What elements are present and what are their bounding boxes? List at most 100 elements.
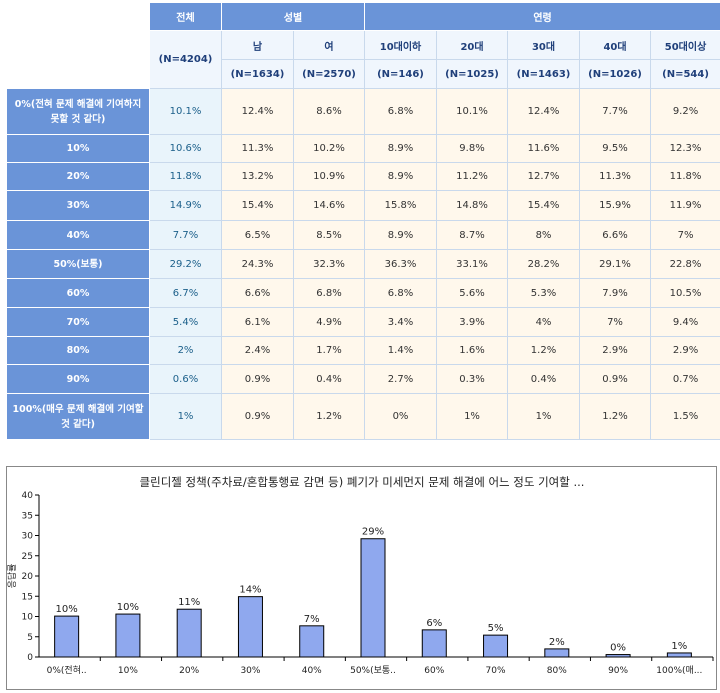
row-label: 50%(보통) [6,249,150,279]
subheader-age-50s: 50대이상 [649,30,720,60]
n-age-50s: (N=544) [649,59,720,89]
value-cell: 2.4% [221,336,294,365]
value-cell: 22.8% [649,249,720,279]
value-cell: 6.5% [221,220,294,250]
x-tick-label: 80% [547,666,567,676]
table-body: 0%(전혀 문제 해결에 기여하지 못할 것 같다) 10.1% 12.4% 8.6%… [6,88,720,440]
row-label: 60% [6,278,150,308]
bar [483,634,509,658]
bar [605,654,631,658]
value-cell: 32.3% [293,249,365,279]
value-cell: 5.3% [507,278,580,308]
value-cell: 10.5% [649,278,720,308]
y-tick-label: 40 [22,491,34,501]
total-cell: 0.6% [149,364,222,394]
value-cell: 36.3% [364,249,437,279]
value-cell: 1.4% [364,336,437,365]
value-cell: 14.6% [293,190,365,221]
bar [299,625,325,658]
value-cell: 6.8% [364,278,437,308]
row-label: 30% [6,190,150,221]
n-total: (N=4204) [149,30,222,89]
value-cell: 12.4% [507,88,580,135]
value-cell: 1.6% [436,336,508,365]
value-cell: 10.9% [293,162,365,191]
value-cell: 7.7% [579,88,651,135]
y-tick-label: 10 [22,613,34,623]
chart-title: 클린디젤 정책(주차료/혼합통행료 감면 등) 폐기가 미세먼지 문제 해결에 … [140,475,585,489]
table-row: 0%(전혀 문제 해결에 기여하지 못할 것 같다) 10.1% 12.4% 8.6%… [6,88,720,135]
x-tick-label: 50%(보통.. [350,665,396,676]
total-cell: 7.7% [149,220,222,250]
table-row: 80% 2% 2.4% 1.7% 1.4% 1.6% 1.2% 2.9% 2.9% [6,336,720,365]
subheader-female: 여 [293,30,365,60]
value-cell: 0.3% [436,364,508,394]
value-cell: 2.7% [364,364,437,394]
y-tick-label: 25 [22,552,33,562]
bar-data-label: 11% [178,597,200,608]
value-cell: 7.9% [579,278,651,308]
value-cell: 24.3% [221,249,294,279]
subheader-male: 남 [221,30,294,60]
value-cell: 4% [507,307,580,337]
value-cell: 8.6% [293,88,365,135]
value-cell: 7% [649,220,720,250]
value-cell: 15.4% [221,190,294,221]
table-row: 50%(보통) 29.2% 24.3% 32.3% 36.3% 33.1% 28.2% 29.… [6,249,720,279]
x-tick-label: 60% [424,666,444,676]
value-cell: 11.3% [579,162,651,191]
bar [666,652,692,658]
bar [360,538,386,658]
bar-data-label: 2% [549,637,565,648]
row-label: 40% [6,220,150,250]
table-row: 60% 6.7% 6.6% 6.8% 6.8% 5.6% 5.3% 7.9% 10.5% [6,278,720,308]
bar [237,596,263,658]
value-cell: 10.1% [436,88,508,135]
table-row: 30% 14.9% 15.4% 14.6% 15.8% 14.8% 15.4% 15.9% 11… [6,190,720,221]
y-tick-label: 5 [27,633,33,643]
value-cell: 7% [579,307,651,337]
row-label: 20% [6,162,150,191]
value-cell: 1.2% [293,393,365,440]
value-cell: 11.9% [649,190,720,221]
value-cell: 9.4% [649,307,720,337]
row-label: 100%(매우 문제 해결에 기여할 것 같다) [6,393,150,440]
x-tick-label: 90% [608,666,628,676]
x-tick-label: 20% [179,666,199,676]
value-cell: 15.4% [507,190,580,221]
table-row: 20% 11.8% 13.2% 10.9% 8.9% 11.2% 12.7% 11.3% 11.… [6,162,720,191]
total-cell: 29.2% [149,249,222,279]
subheader-age-40s: 40대 [579,30,651,60]
x-tick-label: 40% [302,666,322,676]
bar-data-label: 29% [362,527,384,538]
value-cell: 9.2% [649,88,720,135]
value-cell: 8.9% [364,134,437,163]
header-age: 연령 [363,2,720,31]
subheader-age-10s: 10대이하 [364,30,437,60]
value-cell: 0.4% [507,364,580,394]
bar-chart: 클린디젤 정책(주차료/혼합통행료 감면 등) 폐기가 미세먼지 문제 해결에 … [7,475,714,676]
bar [176,608,202,658]
chart-axes: 0 5 10 15 20 25 30 35 40 0%(전혀.. 10% 20% 30% 40% 50%(보… [22,491,714,676]
bar-data-label: 10% [117,602,139,613]
bar [115,613,141,658]
total-cell: 1% [149,393,222,440]
y-tick-label: 30 [22,532,34,542]
n-age-30s: (N=1463) [507,59,580,89]
bar-data-label: 5% [488,623,504,634]
value-cell: 0.9% [221,393,294,440]
value-cell: 15.8% [364,190,437,221]
value-cell: 6.8% [364,88,437,135]
row-label: 70% [6,307,150,337]
bar [54,615,80,658]
value-cell: 12.7% [507,162,580,191]
value-cell: 8% [507,220,580,250]
bar [544,648,570,658]
total-cell: 11.8% [149,162,222,191]
y-tick-label: 35 [22,511,33,521]
value-cell: 9.5% [579,134,651,163]
table-row: 70% 5.4% 6.1% 4.9% 3.4% 3.9% 4% 7% 9.4% [6,307,720,337]
value-cell: 13.2% [221,162,294,191]
total-cell: 10.1% [149,88,222,135]
value-cell: 33.1% [436,249,508,279]
